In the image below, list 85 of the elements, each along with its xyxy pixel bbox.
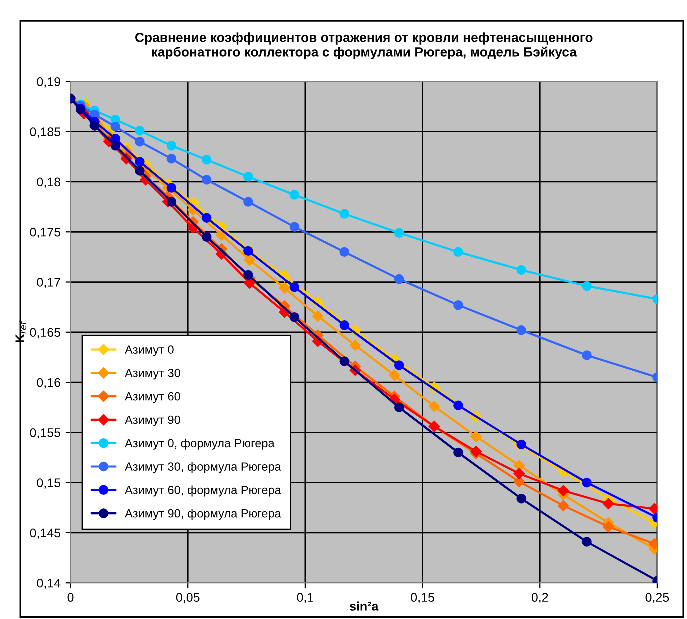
point bbox=[244, 270, 254, 280]
point bbox=[340, 356, 350, 366]
y-tick-label: 0,17 bbox=[37, 278, 60, 288]
y-tick-label: 0,14 bbox=[37, 578, 61, 590]
point bbox=[340, 320, 350, 330]
point bbox=[394, 402, 404, 412]
x-tick-label: 0,1 bbox=[297, 593, 314, 604]
point bbox=[582, 350, 592, 360]
y-tick-label: 0,15 bbox=[37, 478, 61, 489]
y-tick-label: 0,185 bbox=[30, 128, 61, 138]
point bbox=[394, 360, 404, 370]
legend-label: Азимут 30 bbox=[125, 369, 180, 380]
x-tick-label: 0,15 bbox=[411, 593, 434, 604]
point bbox=[454, 300, 464, 310]
legend-label: Азимут 0, формула Рюгера bbox=[125, 438, 275, 450]
point bbox=[428, 401, 440, 412]
point bbox=[350, 340, 362, 352]
legend-label: Азимут 30, формула Рюгера bbox=[125, 462, 282, 474]
y-tick-label: 0,155 bbox=[30, 428, 61, 439]
point bbox=[110, 122, 120, 132]
point bbox=[290, 222, 300, 232]
point bbox=[516, 494, 526, 504]
point bbox=[516, 265, 526, 276]
point bbox=[312, 310, 324, 322]
point bbox=[516, 440, 526, 450]
point bbox=[166, 183, 177, 193]
point bbox=[290, 190, 300, 200]
legend-label: Азимут 60, формула Рюгера bbox=[125, 486, 282, 497]
point bbox=[582, 281, 592, 292]
point bbox=[454, 448, 464, 458]
point bbox=[340, 247, 350, 258]
point bbox=[166, 154, 177, 164]
point bbox=[514, 460, 526, 472]
point bbox=[244, 254, 256, 266]
y-tick-label: 0,18 bbox=[37, 178, 60, 188]
point bbox=[244, 172, 254, 182]
point bbox=[470, 431, 482, 442]
point bbox=[290, 282, 300, 292]
legend-label: Азимут 90, формула Рюгера bbox=[125, 509, 282, 520]
y-tick-label: 0,175 bbox=[30, 228, 61, 238]
point bbox=[516, 326, 526, 336]
legend-label: Азимут 0 bbox=[125, 346, 174, 356]
y-tick-label: 0,165 bbox=[30, 328, 61, 339]
point bbox=[514, 468, 526, 480]
point bbox=[135, 126, 145, 136]
x-axis-title: sin²a bbox=[350, 602, 379, 611]
point bbox=[582, 478, 592, 488]
legend-label: Азимут 60 bbox=[125, 392, 180, 404]
point bbox=[166, 141, 177, 151]
point bbox=[603, 521, 614, 533]
point bbox=[558, 485, 570, 496]
point bbox=[216, 230, 228, 241]
point bbox=[166, 197, 177, 207]
point bbox=[514, 476, 526, 488]
point bbox=[202, 213, 212, 223]
point bbox=[244, 278, 256, 289]
x-tick-label: 0,2 bbox=[532, 593, 548, 604]
point bbox=[244, 197, 254, 207]
x-tick-label: 0 bbox=[68, 593, 74, 602]
legend-label: Азимут 90 bbox=[125, 416, 180, 427]
point bbox=[279, 282, 290, 294]
point bbox=[389, 370, 400, 382]
y-tick-label: 0,16 bbox=[37, 378, 60, 389]
point bbox=[135, 166, 145, 176]
point bbox=[135, 137, 145, 147]
point bbox=[582, 537, 592, 547]
point bbox=[110, 141, 120, 151]
point bbox=[290, 312, 300, 322]
point bbox=[202, 232, 212, 242]
point bbox=[244, 246, 254, 256]
x-tick-label: 0,05 bbox=[176, 593, 200, 604]
y-tick-label: 0,145 bbox=[30, 528, 61, 540]
point bbox=[135, 157, 145, 167]
point bbox=[202, 155, 212, 165]
point bbox=[454, 247, 464, 258]
point bbox=[603, 498, 614, 510]
point bbox=[340, 209, 350, 219]
x-tick-label: 0,25 bbox=[646, 593, 670, 604]
point bbox=[454, 400, 464, 410]
chart-title: Сравнение коэффициентов отражения от кровли нефтенасыщенного карбонатного коллектора с формулами Рюгера, модель Бэйкуса bbox=[136, 32, 593, 60]
y-tick-label: 0,19 bbox=[37, 78, 60, 88]
point bbox=[394, 228, 404, 238]
point bbox=[394, 274, 404, 284]
point bbox=[202, 175, 212, 185]
point bbox=[558, 500, 570, 512]
